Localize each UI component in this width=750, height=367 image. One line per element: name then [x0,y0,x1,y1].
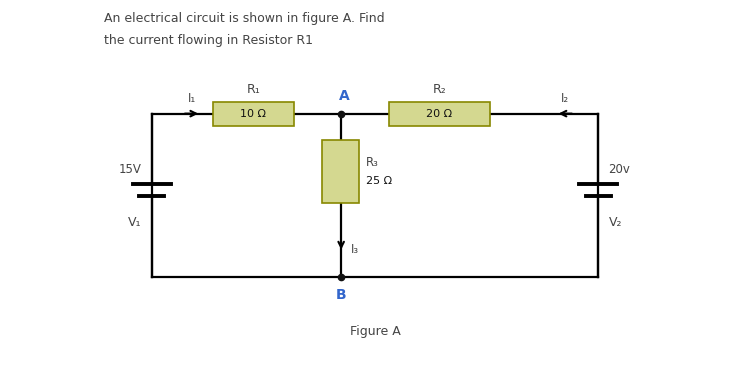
Text: 25 Ω: 25 Ω [366,176,392,186]
Text: An electrical circuit is shown in figure A. Find: An electrical circuit is shown in figure… [104,12,385,25]
Text: R₃: R₃ [366,156,379,168]
Text: B: B [336,288,346,302]
Text: Figure A: Figure A [350,325,400,338]
Text: 15V: 15V [118,163,142,175]
Bar [388,102,490,126]
Text: 20v: 20v [608,163,630,175]
Text: V₁: V₁ [128,215,142,229]
Text: R₁: R₁ [246,83,260,96]
Text: I₃: I₃ [351,243,359,256]
Text: the current flowing in Resistor R1: the current flowing in Resistor R1 [104,34,314,47]
Text: 20 Ω: 20 Ω [426,109,452,119]
Text: I₂: I₂ [561,92,569,105]
Bar [322,140,359,203]
Text: R₂: R₂ [433,83,446,96]
Bar [212,102,294,126]
Text: A: A [339,89,350,103]
Text: V₂: V₂ [608,215,622,229]
Text: I₁: I₁ [188,92,196,105]
Text: 10 Ω: 10 Ω [240,109,266,119]
